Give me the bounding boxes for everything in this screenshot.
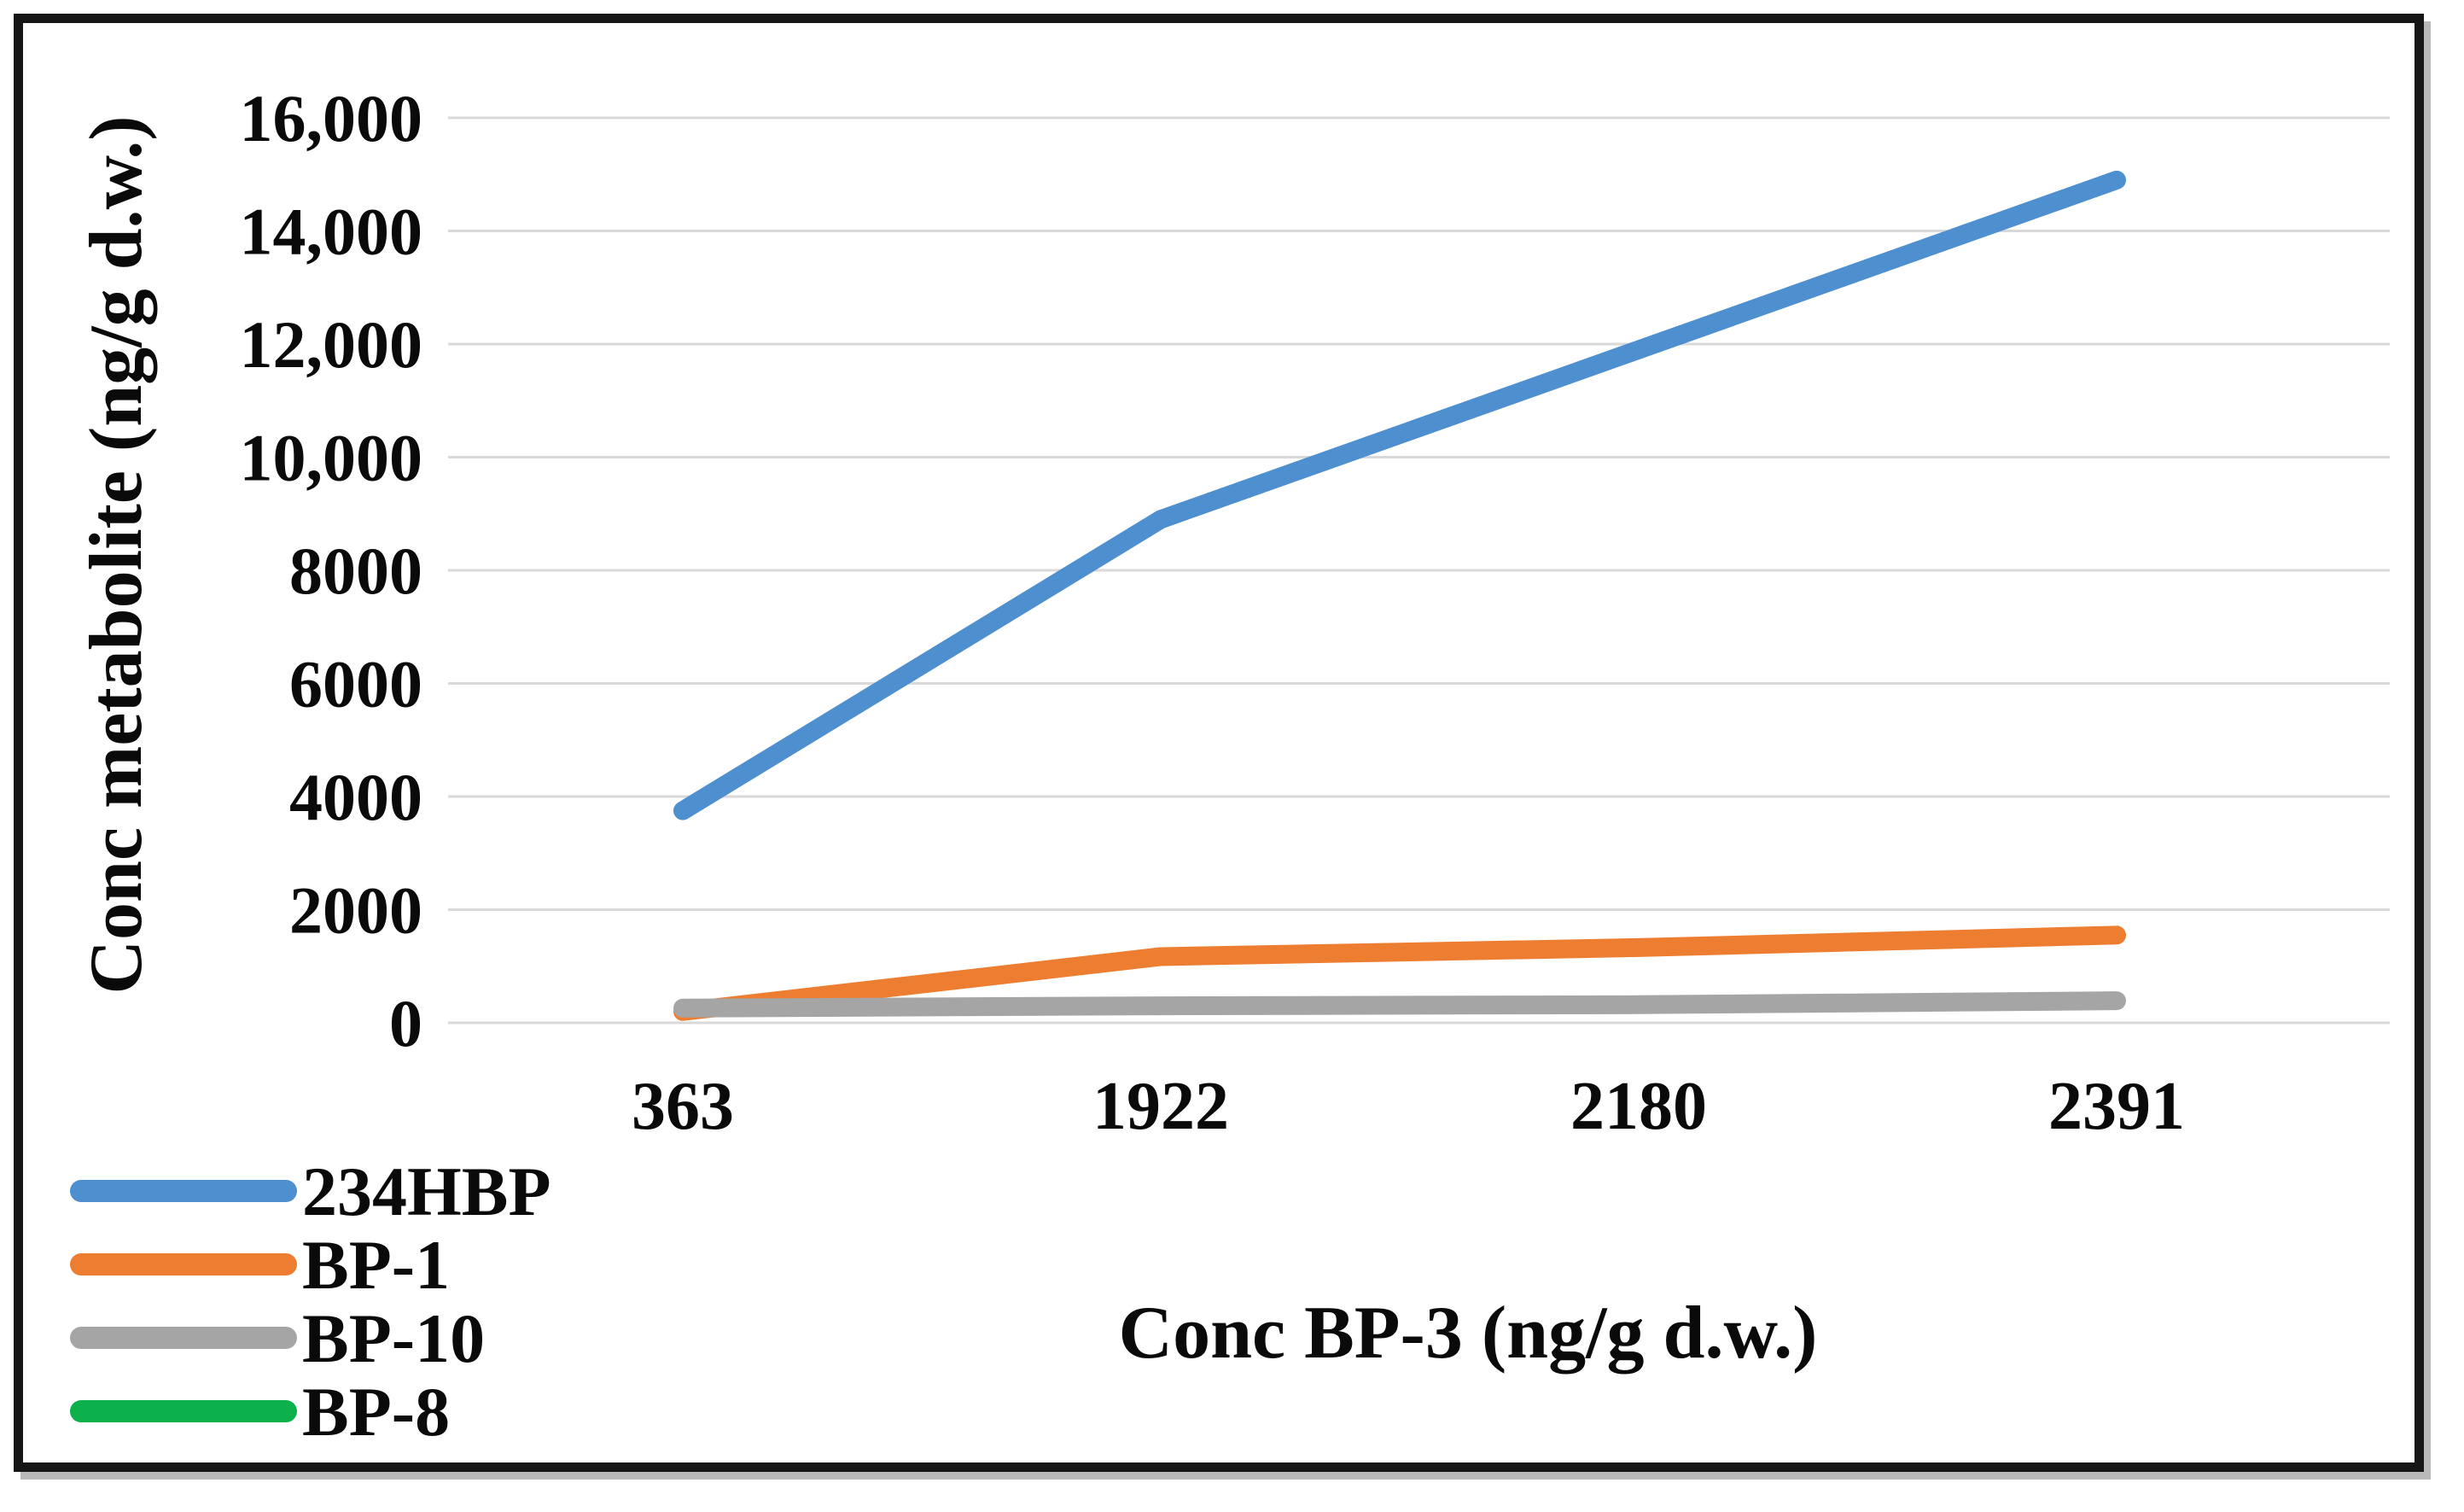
x-tick-label: 363 <box>632 1069 734 1144</box>
y-tick-label: 6000 <box>289 647 422 721</box>
legend-label-bp-1: BP-1 <box>302 1226 450 1304</box>
series-lines <box>673 170 2126 1021</box>
legend-label-bp-8: BP-8 <box>302 1373 450 1451</box>
x-tick-label: 2180 <box>1570 1069 1707 1144</box>
legend-label-bp-10: BP-10 <box>302 1299 485 1377</box>
y-tick-label: 8000 <box>289 534 422 608</box>
x-tick-label: 1922 <box>1092 1069 1229 1144</box>
series-line-bp-1 <box>673 925 2126 1021</box>
y-tick-label: 0 <box>389 986 422 1060</box>
chart-frame <box>14 14 2424 1472</box>
series-line-234hbp <box>673 170 2126 820</box>
y-tick-label: 2000 <box>289 873 422 948</box>
series-line-bp-10 <box>673 991 2126 1018</box>
legend-label-234hbp: 234HBP <box>302 1153 551 1230</box>
y-axis-title: Conc metabolite (ng/g d.w.) <box>75 115 158 994</box>
y-tick-label: 12,000 <box>240 307 423 382</box>
x-axis-tick-labels: 363 1922 2180 2391 <box>632 1069 2185 1144</box>
x-tick-label: 2391 <box>2048 1069 2185 1144</box>
y-tick-label: 14,000 <box>240 195 423 269</box>
y-tick-label: 16,000 <box>240 81 423 155</box>
y-axis-tick-labels: 0 2000 4000 6000 8000 10,000 12,000 14,000 16,00… <box>240 81 423 1060</box>
y-tick-label: 10,000 <box>240 421 423 495</box>
gridlines <box>448 116 2390 1025</box>
y-tick-label: 4000 <box>289 760 422 834</box>
x-axis-title: Conc BP-3 (ng/g d.w.) <box>1119 1292 1818 1375</box>
